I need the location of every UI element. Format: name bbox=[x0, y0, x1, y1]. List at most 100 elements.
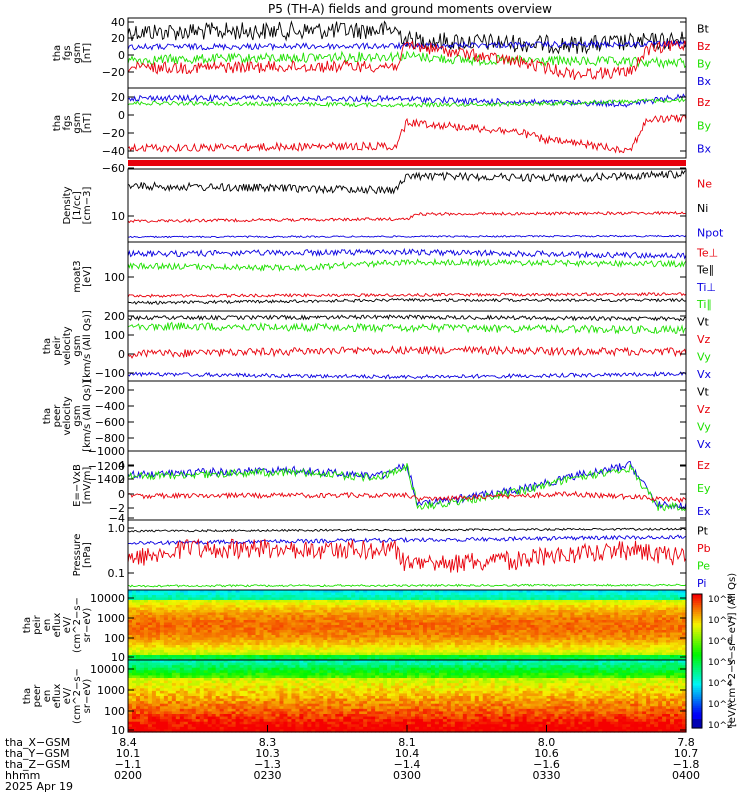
spectrogram-cell bbox=[295, 630, 300, 634]
spectrogram-cell bbox=[466, 662, 472, 666]
spectrogram-cell bbox=[407, 620, 412, 624]
spectrogram-cell bbox=[403, 645, 408, 649]
spectrogram-cell bbox=[682, 600, 687, 604]
spectrogram-cell bbox=[430, 655, 436, 659]
spectrogram-cell bbox=[642, 630, 647, 634]
spectrogram-cell bbox=[179, 670, 185, 674]
y-axis-label: [1/cc] bbox=[72, 191, 83, 220]
spectrogram-cell bbox=[151, 605, 157, 609]
spectrogram-cell bbox=[363, 642, 368, 646]
spectrogram-cell bbox=[650, 600, 655, 604]
spectrogram-cell bbox=[558, 620, 564, 624]
spectrogram-cell bbox=[602, 632, 607, 636]
spectrogram-cell bbox=[251, 650, 257, 654]
spectrogram-cell bbox=[283, 610, 289, 614]
spectrogram-cell bbox=[438, 635, 444, 639]
spectrogram-cell bbox=[203, 637, 209, 641]
spectrogram-cell bbox=[638, 662, 643, 666]
spectrogram-cell bbox=[283, 640, 289, 644]
spectrogram-cell bbox=[650, 605, 655, 609]
spectrogram-cell bbox=[367, 592, 372, 596]
spectrogram-cell bbox=[534, 635, 540, 639]
spectrogram-cell bbox=[195, 652, 201, 656]
spectrogram-cell bbox=[654, 665, 659, 669]
spectrogram-cell bbox=[331, 667, 336, 671]
spectrogram-cell bbox=[598, 667, 603, 671]
spectrogram-cell bbox=[139, 592, 145, 596]
spectrogram-cell bbox=[211, 645, 217, 649]
spectrogram-cell bbox=[662, 602, 667, 606]
spectrogram-cell bbox=[387, 667, 392, 671]
spectrogram-cell bbox=[243, 607, 249, 611]
spectrogram-cell bbox=[534, 655, 540, 659]
spectrogram-cell bbox=[215, 640, 221, 644]
spectrogram-cell bbox=[263, 590, 269, 594]
spectrogram-cell bbox=[151, 612, 157, 616]
spectrogram-cell bbox=[486, 670, 492, 674]
spectrogram-cell bbox=[407, 670, 412, 674]
spectrogram-cell bbox=[379, 627, 384, 631]
spectrogram-cell bbox=[139, 665, 145, 669]
spectrogram-cell bbox=[375, 590, 380, 594]
spectrogram-cell bbox=[199, 625, 205, 629]
spectrogram-cell bbox=[650, 632, 655, 636]
spectrogram-cell bbox=[530, 657, 536, 661]
spectrogram-cell bbox=[143, 650, 149, 654]
spectrogram-cell bbox=[267, 665, 273, 669]
spectrogram-cell bbox=[407, 650, 412, 654]
spectrogram-cell bbox=[562, 665, 568, 669]
spectrogram-cell bbox=[438, 600, 444, 604]
spectrogram-cell bbox=[594, 590, 599, 594]
spectrogram-cell bbox=[327, 600, 332, 604]
spectrogram-cell bbox=[474, 607, 480, 611]
spectrogram-cell bbox=[650, 657, 655, 661]
spectrogram-cell bbox=[546, 647, 552, 651]
spectrogram-cell bbox=[610, 595, 615, 599]
spectrogram-cell bbox=[159, 645, 165, 649]
spectrogram-cell bbox=[128, 600, 133, 604]
spectrogram-cell bbox=[399, 600, 404, 604]
spectrogram-cell bbox=[550, 650, 556, 654]
spectrogram-cell bbox=[638, 600, 643, 604]
spectrogram-cell bbox=[662, 612, 667, 616]
spectrogram-cell bbox=[215, 630, 221, 634]
spectrogram-cell bbox=[195, 667, 201, 671]
spectrogram-cell bbox=[626, 652, 631, 656]
spectrogram-cell bbox=[410, 590, 416, 594]
spectrogram-cell bbox=[235, 640, 241, 644]
spectrogram-cell bbox=[191, 615, 197, 619]
spectrogram-cell bbox=[446, 657, 452, 661]
spectrogram-cell bbox=[307, 662, 312, 666]
y-axis-label: velocity bbox=[62, 396, 73, 435]
spectrogram-cell bbox=[283, 650, 289, 654]
spectrogram-cell bbox=[446, 630, 452, 634]
spectrogram-cell bbox=[128, 625, 133, 629]
spectrogram-cell bbox=[454, 637, 460, 641]
spectrogram-cell bbox=[135, 662, 141, 666]
spectrogram-cell bbox=[363, 612, 368, 616]
spectrogram-cell bbox=[371, 607, 376, 611]
spectrogram-cell bbox=[199, 630, 205, 634]
spectrogram-cell bbox=[211, 667, 217, 671]
spectrogram-cell bbox=[407, 632, 412, 636]
spectrogram-cell bbox=[538, 652, 544, 656]
spectrogram-cell bbox=[159, 655, 165, 659]
spectrogram-cell bbox=[195, 600, 201, 604]
spectrogram-cell bbox=[662, 617, 667, 621]
spectrogram-cell bbox=[319, 620, 324, 624]
spectrogram-cell bbox=[128, 650, 133, 654]
spectrogram-cell bbox=[674, 625, 679, 629]
spectrogram-cell bbox=[299, 617, 304, 621]
spectrogram-cell bbox=[650, 672, 655, 677]
spectrogram-cell bbox=[518, 610, 524, 614]
spectrogram-cell bbox=[351, 642, 356, 646]
spectrogram-cell bbox=[223, 595, 229, 599]
spectrogram-cell bbox=[371, 652, 376, 656]
spectrogram-cell bbox=[514, 642, 520, 646]
spectrogram-cell bbox=[395, 607, 400, 611]
panel-frame bbox=[127, 87, 687, 159]
spectrogram-cell bbox=[247, 650, 253, 654]
spectrogram-cell bbox=[379, 620, 384, 624]
spectrogram-cell bbox=[363, 610, 368, 614]
spectrogram-cell bbox=[299, 642, 304, 646]
